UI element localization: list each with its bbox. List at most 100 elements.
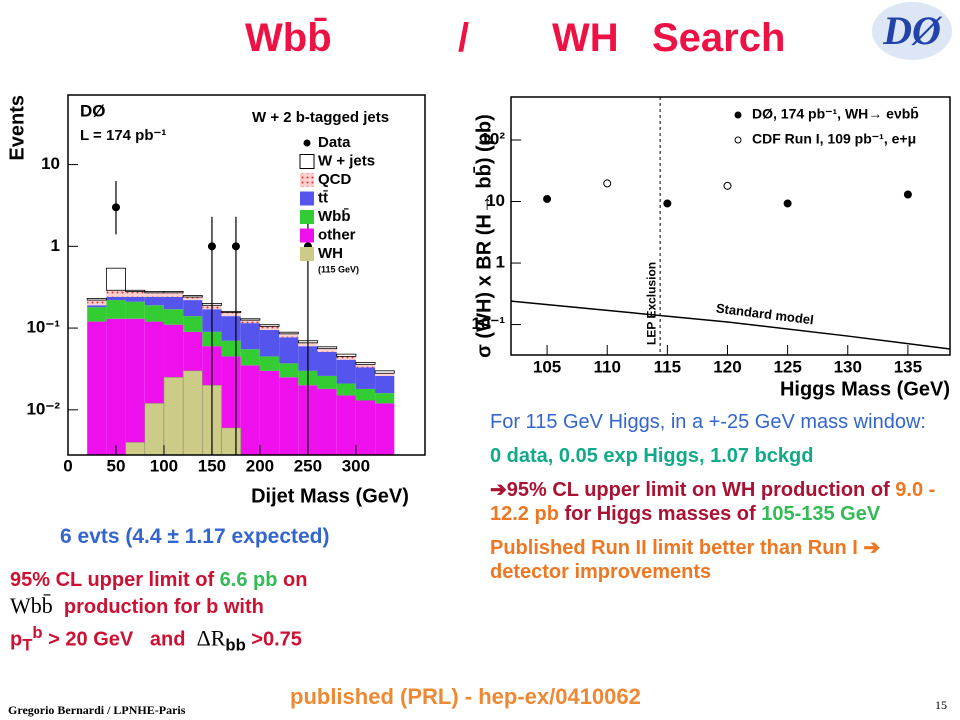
data-point (207, 242, 216, 251)
signal-bar (163, 377, 184, 456)
annotation: L = 174 pb⁻¹ (80, 127, 166, 144)
y-axis-label: Events (6, 95, 28, 161)
histogram-segment (317, 388, 337, 455)
histogram-segment (125, 318, 145, 455)
title-right: WH Search (552, 16, 786, 60)
text-run: T (22, 635, 33, 655)
x-axis-label: Dijet Mass (GeV) (251, 485, 409, 507)
signal-bar (125, 442, 146, 456)
exclusion-label: LEP Exclusion (644, 262, 658, 345)
histogram-segment (86, 298, 107, 301)
histogram-segment (221, 310, 242, 313)
paragraph: ➔95% CL upper limit on WH production of … (490, 478, 958, 526)
histogram-segment (336, 359, 356, 384)
text-run: 6.6 pb (219, 569, 278, 591)
histogram-segment (317, 346, 338, 350)
legend-marker (734, 111, 742, 119)
histogram-segment (221, 316, 241, 341)
data-point (663, 199, 672, 208)
histogram-segment (336, 353, 357, 357)
histogram-segment (336, 395, 356, 455)
legend-label: QCD (318, 171, 352, 188)
y-tick-label: 10⁻¹ (471, 314, 505, 333)
histogram-segment (240, 318, 261, 321)
legend-swatch (300, 173, 314, 187)
annotation: W + 2 b-tagged jets (252, 109, 389, 126)
paragraph: Wbb̄ production for b with (10, 594, 480, 619)
histogram-segment (144, 292, 164, 297)
histogram-segment (163, 296, 184, 310)
summary: 6 evts (4.4 ± 1.17 expected) (60, 525, 330, 548)
x-tick-label: 200 (246, 456, 274, 475)
text-run: bb (225, 635, 246, 655)
histogram-segment (317, 375, 337, 389)
x-tick-label: 150 (198, 456, 226, 475)
data-point (903, 190, 912, 199)
text-run: b (32, 623, 43, 642)
histogram-segment (355, 367, 376, 389)
paragraph: Published Run II limit better than Run I… (490, 536, 958, 584)
y-axis-label: σ (WH) x BR (H→ bb̄) (pb) (473, 114, 495, 358)
histogram-segment (125, 296, 145, 302)
legend-swatch (300, 210, 314, 224)
histogram-segment (278, 331, 299, 335)
histogram-segment (106, 318, 126, 455)
y-tick-label: 10⁻¹ (26, 318, 60, 337)
data-point (111, 203, 120, 212)
legend-label: DØ, 174 pb⁻¹, WH→ eνbb̄ (752, 105, 919, 122)
text-run: > 20 GeV and (42, 628, 197, 651)
x-tick-label: 110 (594, 357, 621, 376)
histogram-segment (259, 356, 280, 371)
curve (510, 300, 951, 350)
legend-swatch (300, 191, 314, 206)
legend-swatch (300, 228, 314, 243)
curve-label: Standard model (715, 301, 814, 328)
histogram-segment (240, 323, 260, 350)
histogram-segment (87, 305, 107, 308)
legend-marker (734, 136, 742, 144)
x-tick-label: 100 (150, 456, 178, 475)
data-point (603, 179, 612, 188)
histogram-segment (163, 309, 184, 325)
histogram-segment (87, 321, 107, 455)
histogram-segment (106, 300, 126, 319)
x-tick-label: 105 (533, 357, 561, 376)
histogram-segment (279, 337, 299, 364)
y-tick-label: 10⁻² (26, 399, 60, 418)
histogram-segment (125, 291, 145, 297)
histogram-segment (279, 333, 299, 338)
legend-label: W + jets (318, 152, 375, 169)
histogram-segment (279, 363, 299, 378)
text-run: p (10, 628, 23, 651)
title-left: Wbb̄ (245, 16, 332, 60)
text-run: ➔95% CL upper limit on WH production of (490, 479, 896, 501)
histogram-segment (355, 364, 376, 368)
x-tick-label: 130 (834, 357, 862, 376)
signal-bar (221, 427, 241, 456)
author: Gregorio Bernardi / LPNHE-Paris (8, 703, 186, 717)
plot-frame (67, 94, 426, 456)
x-tick-label: 115 (654, 357, 681, 376)
histogram-segment (183, 296, 203, 301)
text-run: 0 data, 0.05 exp Higgs, 1.07 bckgd (490, 445, 814, 467)
legend-label: Wbb̄ (318, 207, 350, 225)
text-run: For 115 GeV Higgs, in a +-25 GeV mass wi… (490, 411, 926, 433)
histogram-segment (182, 295, 203, 298)
text-run: 9.0 - 12.2 pb (490, 479, 941, 525)
data-point (783, 199, 792, 208)
histogram-segment (317, 348, 337, 352)
histogram-segment (279, 377, 299, 455)
left-notes: 95% CL upper limit of 6.6 pb on Wbb̄ prod… (10, 568, 480, 660)
histogram-segment (240, 349, 260, 366)
text-run: production for b with (52, 596, 264, 618)
x-tick-label: 0 (63, 456, 72, 475)
legend-swatch (299, 154, 315, 169)
histogram-segment (259, 329, 280, 357)
histogram-segment (375, 393, 395, 404)
reference: published (PRL) - hep-ex/0410062 (290, 684, 641, 709)
histogram-segment (144, 305, 164, 322)
signal-bar (144, 403, 165, 456)
histogram-segment (355, 400, 376, 455)
histogram-segment (183, 300, 203, 317)
